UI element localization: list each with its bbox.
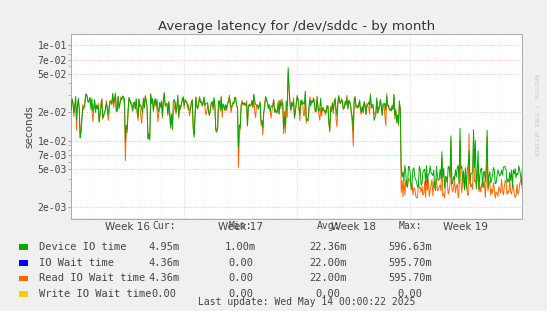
Text: Cur:: Cur: [153,220,176,230]
Text: 595.70m: 595.70m [388,258,432,268]
Title: Average latency for /dev/sddc - by month: Average latency for /dev/sddc - by month [158,20,435,33]
Text: 0.00: 0.00 [228,273,253,283]
Text: 22.00m: 22.00m [310,273,347,283]
Text: Avg:: Avg: [317,220,340,230]
Text: 0.00: 0.00 [228,258,253,268]
Text: 4.36m: 4.36m [148,258,180,268]
Text: Read IO Wait time: Read IO Wait time [39,273,146,283]
Text: 4.36m: 4.36m [148,273,180,283]
Text: IO Wait time: IO Wait time [39,258,114,268]
Text: 0.00: 0.00 [228,289,253,299]
Text: 0.00: 0.00 [316,289,341,299]
Text: 595.70m: 595.70m [388,273,432,283]
Text: Last update: Wed May 14 00:00:22 2025: Last update: Wed May 14 00:00:22 2025 [197,297,415,307]
Text: 22.00m: 22.00m [310,258,347,268]
Text: 0.00: 0.00 [152,289,177,299]
Text: 4.95m: 4.95m [148,242,180,252]
Text: Write IO Wait time: Write IO Wait time [39,289,152,299]
Text: Device IO time: Device IO time [39,242,127,252]
Text: 1.00m: 1.00m [225,242,257,252]
Text: 596.63m: 596.63m [388,242,432,252]
Text: 22.36m: 22.36m [310,242,347,252]
Y-axis label: seconds: seconds [25,105,35,148]
Text: 0.00: 0.00 [398,289,423,299]
Text: RRDTOOL / TOBI OETIKER: RRDTOOL / TOBI OETIKER [534,74,539,156]
Text: Max:: Max: [399,220,422,230]
Text: Min:: Min: [229,220,252,230]
